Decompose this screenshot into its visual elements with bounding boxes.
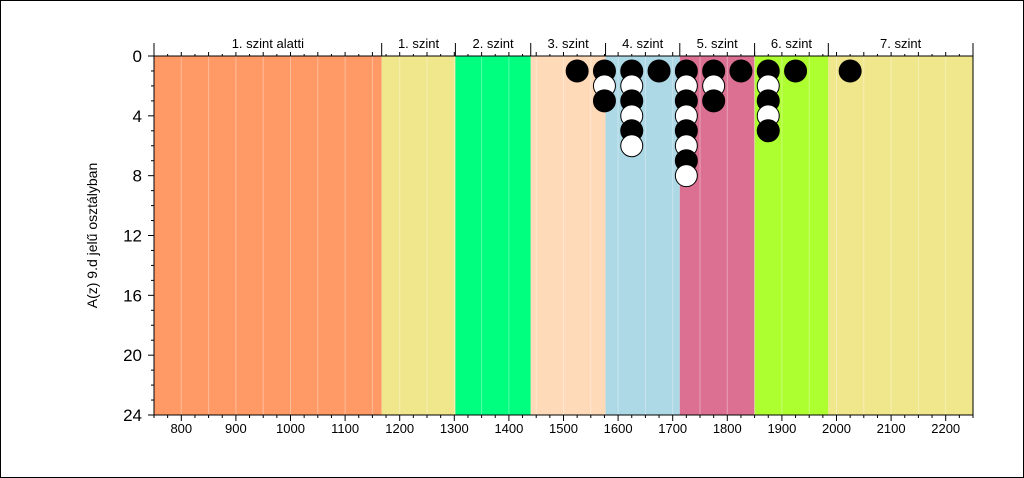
x-axis-tick-label: 900 xyxy=(225,421,247,436)
x-axis-tick-label: 1300 xyxy=(440,421,469,436)
data-points xyxy=(565,59,862,188)
x-axis-tick-label: 1700 xyxy=(658,421,687,436)
x-axis-tick-label: 800 xyxy=(170,421,192,436)
level-band-label: 4. szint xyxy=(622,36,664,51)
level-band-label: 1. szint alatti xyxy=(232,36,304,51)
level-band-label: 7. szint xyxy=(880,36,922,51)
data-point xyxy=(729,59,753,83)
data-point xyxy=(756,119,780,143)
level-band-label: 5. szint xyxy=(697,36,739,51)
data-point xyxy=(565,59,589,83)
y-axis-tick-label: 20 xyxy=(123,346,142,365)
data-point xyxy=(620,134,644,158)
x-axis-tick-label: 1900 xyxy=(767,421,796,436)
level-band-label: 3. szint xyxy=(548,36,590,51)
grid-lines xyxy=(180,56,947,415)
x-axis-tick-label: 1800 xyxy=(713,421,742,436)
x-axis-tick-label: 2000 xyxy=(822,421,851,436)
y-axis-ticks: 0 4 8 12 16 20 24 xyxy=(123,47,154,425)
data-point xyxy=(592,89,616,113)
x-axis-tick-label: 1600 xyxy=(604,421,633,436)
y-axis-tick-label: 24 xyxy=(123,406,142,425)
y-axis-tick-label: 16 xyxy=(123,286,142,305)
level-band-8 xyxy=(828,56,973,415)
level-band-4 xyxy=(530,56,606,415)
level-band-2 xyxy=(381,56,456,415)
x-axis-tick-label: 1100 xyxy=(331,421,359,436)
level-band-label: 1. szint xyxy=(398,36,440,51)
x-axis-tick-label: 2200 xyxy=(931,421,960,436)
data-point xyxy=(647,59,671,83)
y-axis-tick-label: 4 xyxy=(133,107,142,126)
y-axis-label: A(z) 9.d jelű osztályban xyxy=(84,163,100,309)
y-axis-tick-label: 12 xyxy=(123,227,142,246)
x-axis-ticks: 800 900 1000 1100 1200 1300 1400 1500 1600 1700 18… xyxy=(153,415,974,436)
level-band-label: 6. szint xyxy=(771,36,813,51)
level-band-1 xyxy=(154,56,382,415)
data-point xyxy=(674,164,698,188)
x-axis-tick-label: 2100 xyxy=(877,421,906,436)
x-axis-tick-label: 1200 xyxy=(385,421,414,436)
level-band-labels: 1. szint alatti 1. szint 2. szint 3. szint 4… xyxy=(153,36,974,56)
level-band-label: 2. szint xyxy=(472,36,514,51)
x-axis-tick-label: 1000 xyxy=(276,421,305,436)
data-point xyxy=(784,59,808,83)
y-axis-tick-label: 0 xyxy=(133,47,142,66)
data-point xyxy=(838,59,862,83)
level-band-3 xyxy=(455,56,531,415)
x-axis-tick-label: 1400 xyxy=(494,421,523,436)
level-band-5 xyxy=(605,56,680,415)
y-axis-tick-label: 8 xyxy=(133,167,142,186)
data-point xyxy=(702,89,726,113)
x-axis-tick-label: 1500 xyxy=(549,421,578,436)
